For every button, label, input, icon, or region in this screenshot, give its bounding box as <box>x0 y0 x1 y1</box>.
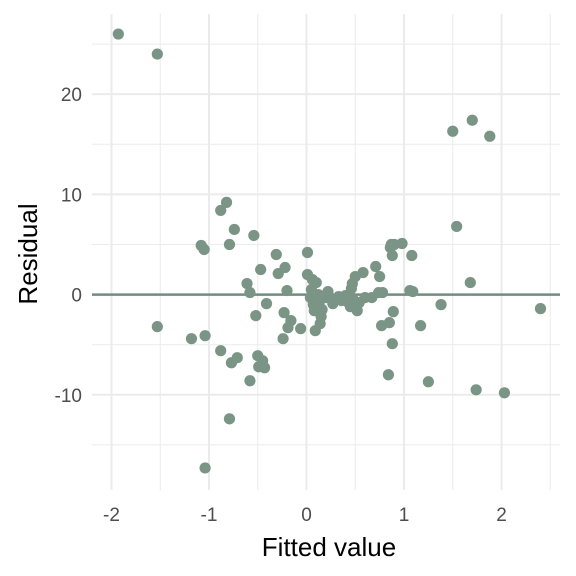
data-point <box>370 260 382 273</box>
data-point <box>223 238 236 251</box>
data-point <box>281 284 293 297</box>
data-point <box>215 204 227 217</box>
x-tick-label: 1 <box>399 505 410 526</box>
data-point <box>270 248 282 261</box>
data-point <box>464 276 476 289</box>
data-point <box>199 462 211 474</box>
data-point <box>374 270 386 283</box>
y-tick-label: 0 <box>71 286 82 307</box>
x-tick-label: -1 <box>201 505 218 526</box>
data-point <box>316 304 328 316</box>
data-point <box>199 330 211 342</box>
data-point <box>215 345 227 357</box>
data-point <box>484 130 496 142</box>
data-point <box>295 323 307 335</box>
data-point <box>422 376 434 388</box>
data-point <box>451 220 463 233</box>
data-point <box>357 266 369 279</box>
data-point <box>112 28 124 40</box>
data-point <box>386 249 398 262</box>
data-point <box>285 315 297 327</box>
data-point <box>310 276 322 289</box>
minor-gridlines <box>92 14 560 490</box>
data-point <box>396 237 408 250</box>
x-tick-label: 0 <box>301 505 312 526</box>
x-tick-label: 2 <box>496 505 507 526</box>
data-point <box>220 196 233 208</box>
data-point <box>322 285 334 298</box>
data-point <box>277 333 289 345</box>
data-point <box>498 387 511 399</box>
data-point <box>301 246 314 259</box>
data-point <box>260 298 273 310</box>
data-point <box>414 320 427 332</box>
data-point <box>376 286 389 299</box>
data-point <box>387 306 399 318</box>
data-point <box>447 125 459 137</box>
data-point <box>244 286 256 299</box>
data-point <box>470 384 482 396</box>
data-point <box>406 249 418 262</box>
data-point <box>151 321 163 333</box>
data-point <box>198 243 210 256</box>
data-point <box>250 310 262 322</box>
data-point <box>383 317 395 329</box>
data-point <box>466 114 478 126</box>
x-axis-title: Fitted value <box>262 532 396 562</box>
data-point <box>407 285 419 298</box>
y-tick-label: -10 <box>55 386 82 407</box>
data-point <box>435 299 447 311</box>
major-gridlines <box>92 14 560 490</box>
data-point <box>151 48 163 60</box>
data-point <box>258 362 271 374</box>
data-point <box>382 369 394 381</box>
data-point <box>231 352 243 364</box>
data-point <box>386 338 398 350</box>
data-point <box>248 229 260 242</box>
data-point <box>185 333 198 345</box>
data-point <box>255 263 267 276</box>
y-tick-label: 10 <box>61 185 82 206</box>
x-tick-label: -2 <box>103 505 120 526</box>
data-point <box>241 277 253 290</box>
data-points <box>112 28 547 474</box>
data-point <box>223 413 236 425</box>
data-point <box>534 303 547 315</box>
y-axis-tick-labels: -10 0 10 20 <box>55 85 82 407</box>
data-point <box>278 307 290 319</box>
x-axis-tick-labels: -2 -1 0 1 2 <box>103 505 507 526</box>
data-point <box>279 261 291 274</box>
y-axis-title: Residual <box>13 203 43 304</box>
y-tick-label: 20 <box>61 85 82 106</box>
data-point <box>228 223 240 236</box>
data-point <box>244 375 256 387</box>
